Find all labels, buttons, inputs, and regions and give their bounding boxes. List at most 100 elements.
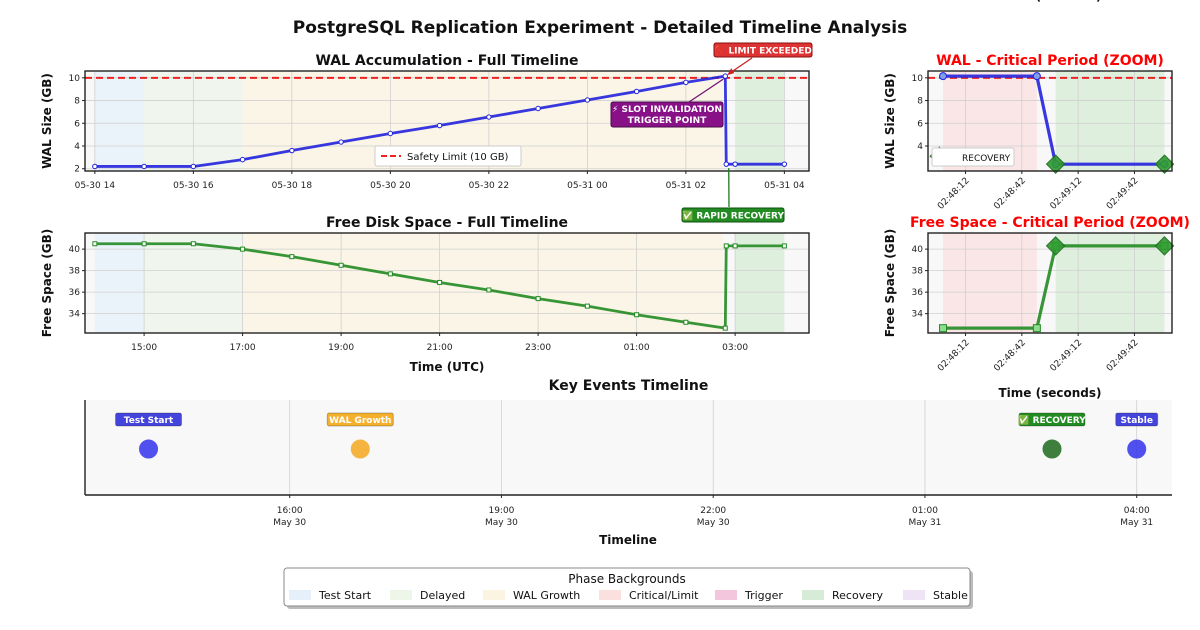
phase-band [95,233,144,333]
x-tick-sublabel: May 31 [908,518,941,528]
legend-item-label: Stable [933,589,968,602]
event-label: ✅ RECOVERY [1018,414,1086,426]
x-tick-label: 02:48:42 [992,176,1028,212]
data-point [93,164,97,168]
data-point [339,140,343,144]
data-point [684,320,688,324]
data-point [240,157,244,161]
data-point [782,244,786,248]
y-axis-label: Free Space (GB) [883,229,897,338]
y-tick-label: 10 [69,74,81,84]
trigger-text-line2: TRIGGER POINT [628,116,708,126]
legend-item-label: Delayed [420,589,465,602]
phase-band [943,233,1037,333]
data-point [634,89,638,93]
data-point [536,297,540,301]
chart-title: Free Disk Space - Full Timeline [326,215,568,231]
x-tick-sublabel: May 30 [697,518,730,528]
x-axis-label: Timeline [599,533,657,547]
data-point [733,244,737,248]
limit-exceeded-text: 🚫 LIMIT EXCEEDED [714,45,812,57]
y-axis-label: Free Space (GB) [40,229,54,338]
legend-swatch [390,590,412,600]
chart-title: WAL - Critical Period (ZOOM) [936,53,1164,69]
x-tick-label: 19:00 [328,343,354,353]
y-tick-label: 38 [69,267,81,277]
legend-swatch [289,590,311,600]
y-tick-label: 36 [69,288,81,298]
legend-swatch [715,590,737,600]
y-tick-label: 34 [912,310,924,320]
event-dot [1043,440,1061,458]
x-tick-label: 16:00 [277,506,303,516]
legend-item-label: Test Start [318,589,372,602]
x-tick-label: 05-30 16 [173,181,214,191]
phase-band [95,71,144,171]
legend-swatch [903,590,925,600]
x-tick-label: 05-30 22 [469,181,509,191]
data-point [684,80,688,84]
y-tick-label: 40 [69,245,81,255]
x-tick-label: 02:49:12 [1049,338,1085,374]
phase-legend: Phase Backgrounds Test Start Delayed WAL Gr… [284,568,973,609]
data-point [724,162,728,166]
x-tick-label: 02:48:12 [936,176,972,212]
data-point [585,98,589,102]
event-dot [351,440,369,458]
data-point [782,162,786,166]
data-point [438,280,442,284]
x-tick-label: 05-31 04 [764,181,805,191]
event-label: Stable [1120,416,1153,426]
x-axis-label: Time (seconds) [998,386,1101,400]
event-label: Test Start [124,416,174,426]
data-point [142,164,146,168]
legend-limit-label: Safety Limit (10 GB) [407,152,509,163]
phase-band [735,71,784,171]
data-point [290,148,294,152]
phase-band [735,233,784,333]
data-point [93,242,97,246]
y-tick-label: 36 [912,288,924,298]
x-tick-label: 05-30 18 [272,181,313,191]
x-tick-label: 22:00 [700,506,726,516]
event-dot [140,440,158,458]
data-point [241,247,245,251]
x-tick-sublabel: May 31 [1120,518,1153,528]
data-point [339,263,343,267]
y-axis-label: WAL Size (GB) [40,73,54,169]
y-tick-label: 38 [912,267,924,277]
x-tick-label: 23:00 [525,343,551,353]
data-point [487,288,491,292]
data-point [388,272,392,276]
x-axis-label: Time (UTC) [410,360,485,374]
recovery-text: ✅ RAPID RECOVERY [682,210,784,222]
x-tick-label: 02:49:12 [1049,176,1085,212]
x-tick-label: 05-30 20 [370,181,411,191]
x-tick-label: 02:48:12 [936,338,972,374]
y-axis-label: WAL Size (GB) [883,73,897,169]
legend-swatch [483,590,505,600]
legend-item-label: WAL Growth [513,589,580,602]
data-point [940,73,947,80]
y-tick-label: 40 [912,245,924,255]
x-tick-label: 21:00 [427,343,453,353]
chart-title: WAL Accumulation - Full Timeline [315,53,578,69]
legend-item-label: Critical/Limit [629,589,699,602]
x-tick-label: 05-31 02 [666,181,706,191]
x-tick-label: 02:49:42 [1105,338,1141,374]
x-tick-label: 19:00 [488,506,514,516]
event-dot [1128,440,1146,458]
data-point [940,325,947,332]
legend-item-label: Recovery [832,589,883,602]
data-point [437,123,441,127]
data-point [723,326,727,330]
data-point [487,115,491,119]
y-tick-label: 10 [912,74,924,84]
legend-title: Phase Backgrounds [568,572,686,586]
x-tick-label: 01:00 [624,343,650,353]
